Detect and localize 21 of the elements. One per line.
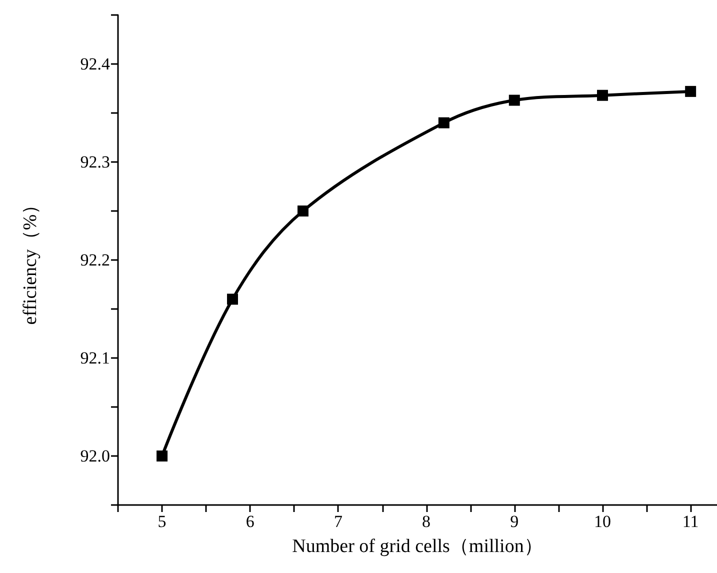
point xyxy=(297,206,308,216)
point xyxy=(685,86,696,97)
x-tick-label: 9 xyxy=(510,512,519,531)
y-tick-label: 92.2 xyxy=(80,250,110,270)
x-tick-label: 5 xyxy=(158,512,166,531)
point xyxy=(596,90,608,101)
x-tick-label: 7 xyxy=(334,512,343,531)
x-axis-title: Number of grid cells（million） xyxy=(292,536,543,557)
point xyxy=(508,94,520,106)
y-tick-label: 92.4 xyxy=(80,54,110,74)
x-tick-label: 10 xyxy=(594,512,611,531)
point xyxy=(227,294,238,305)
y-tick-label: 92.3 xyxy=(80,152,110,172)
y-axis-title: efficiency（%） xyxy=(20,195,41,325)
x-tick-label: 11 xyxy=(682,512,699,531)
y-tick-label: 92.0 xyxy=(80,446,110,466)
point xyxy=(438,117,450,128)
point xyxy=(156,450,168,462)
x-tick-label: 8 xyxy=(422,512,431,531)
y-tick-label: 92.1 xyxy=(80,348,110,368)
x-tick-label: 6 xyxy=(246,512,254,531)
